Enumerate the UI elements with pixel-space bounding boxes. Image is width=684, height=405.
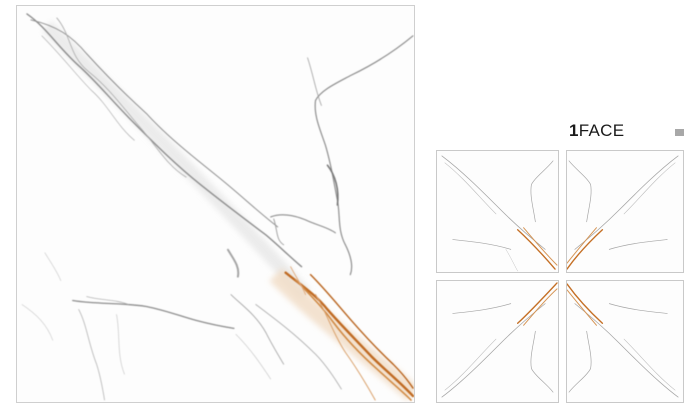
mini-tile-veins: [567, 155, 679, 270]
marble-veins: [21, 13, 414, 401]
mini-tile-bottom-right: [566, 280, 684, 403]
face-word: FACE: [578, 121, 625, 140]
mini-tile-veins: [441, 282, 558, 398]
main-marble-tile: [16, 5, 415, 403]
mini-tile-veins: [567, 283, 679, 398]
face-count: 1: [569, 121, 579, 140]
mini-tile-veins: [441, 155, 558, 272]
mini-tile-top-left: [436, 150, 559, 273]
mini-tile-top-right: [566, 150, 684, 273]
grey-square-icon: [675, 129, 684, 136]
mini-tile-bottom-left: [436, 280, 559, 403]
face-label: 1FACE: [569, 121, 624, 141]
